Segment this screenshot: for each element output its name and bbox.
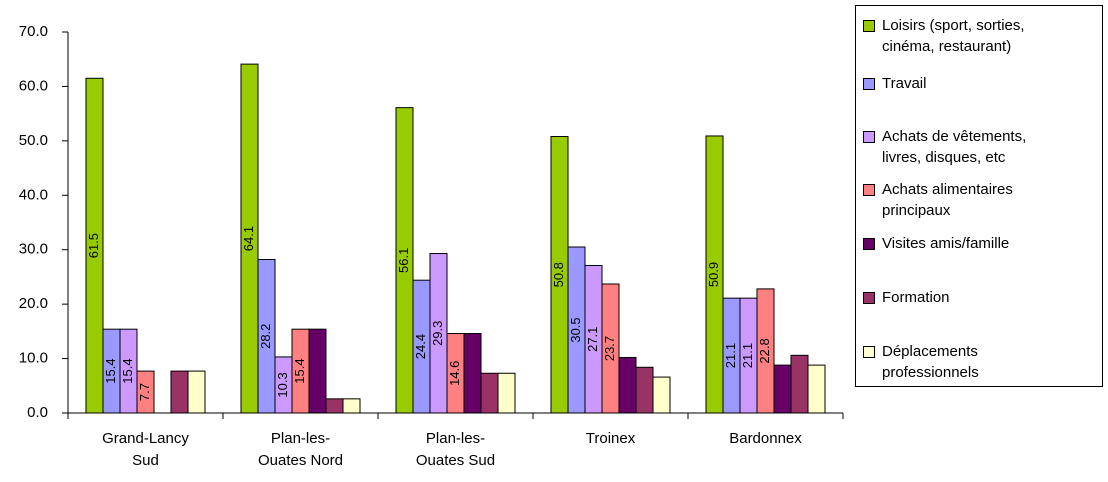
data-label: 30.5 xyxy=(568,317,583,342)
legend-label: Achats de vêtements, livres, disques, et… xyxy=(882,128,1027,166)
data-label: 10.3 xyxy=(275,372,290,397)
bar xyxy=(342,398,361,414)
bar xyxy=(652,376,671,414)
legend-swatch xyxy=(863,131,875,143)
legend-label: Déplacements professionnels xyxy=(882,343,979,381)
data-label: 15.4 xyxy=(292,358,307,383)
bar xyxy=(480,372,499,414)
bar xyxy=(807,364,826,414)
bar xyxy=(170,370,189,414)
data-label: 7.7 xyxy=(137,383,152,401)
y-tick-label: 0.0 xyxy=(27,404,48,421)
data-label: 23.7 xyxy=(602,336,617,361)
data-label: 50.9 xyxy=(706,262,721,287)
legend-label: Travail xyxy=(882,75,927,92)
legend-swatch xyxy=(863,238,875,250)
legend-swatch xyxy=(863,20,875,32)
y-tick-label: 30.0 xyxy=(19,241,48,258)
y-tick-label: 60.0 xyxy=(19,77,48,94)
data-label: 28.2 xyxy=(258,324,273,349)
bar xyxy=(325,398,344,414)
y-tick-label: 40.0 xyxy=(19,186,48,203)
legend-swatch xyxy=(863,292,875,304)
bar xyxy=(187,370,206,414)
bar xyxy=(618,356,637,414)
legend-swatch xyxy=(863,346,875,358)
y-tick-label: 50.0 xyxy=(19,132,48,149)
bar xyxy=(308,328,327,414)
data-label: 56.1 xyxy=(396,248,411,273)
data-label: 21.1 xyxy=(740,343,755,368)
data-label: 27.1 xyxy=(585,327,600,352)
data-label: 29.3 xyxy=(430,321,445,346)
data-label: 14.6 xyxy=(447,361,462,386)
x-tick-label: Troinex xyxy=(585,430,636,447)
data-label: 61.5 xyxy=(86,233,101,258)
data-label: 15.4 xyxy=(120,358,135,383)
bar xyxy=(773,364,792,414)
y-tick-label: 20.0 xyxy=(19,295,48,312)
data-label: 64.1 xyxy=(241,226,256,251)
legend: Loisirs (sport, sorties, cinéma, restaur… xyxy=(855,5,1103,387)
bar xyxy=(497,372,516,414)
data-label: 22.8 xyxy=(757,338,772,363)
legend-swatch xyxy=(863,78,875,90)
legend-label: Loisirs (sport, sorties, cinéma, restaur… xyxy=(882,17,1025,55)
data-label: 21.1 xyxy=(723,343,738,368)
bar xyxy=(463,333,482,414)
data-label: 15.4 xyxy=(103,358,118,383)
bar xyxy=(790,354,809,414)
bar xyxy=(635,366,654,414)
legend-label: Achats alimentaires principaux xyxy=(882,181,1013,219)
x-tick-label: Plan-les- Ouates Sud xyxy=(415,430,496,469)
x-tick-label: Grand-Lancy Sud xyxy=(102,430,189,469)
legend-label: Visites amis/famille xyxy=(882,235,1010,252)
data-label: 24.4 xyxy=(413,334,428,359)
legend-swatch xyxy=(863,184,875,196)
legend-label: Formation xyxy=(882,289,950,306)
x-tick-label: Bardonnex xyxy=(729,430,802,447)
y-tick-label: 10.0 xyxy=(19,350,48,367)
x-tick-label: Plan-les- Ouates Nord xyxy=(257,430,344,469)
data-label: 50.8 xyxy=(551,262,566,287)
y-tick-label: 70.0 xyxy=(19,23,48,40)
